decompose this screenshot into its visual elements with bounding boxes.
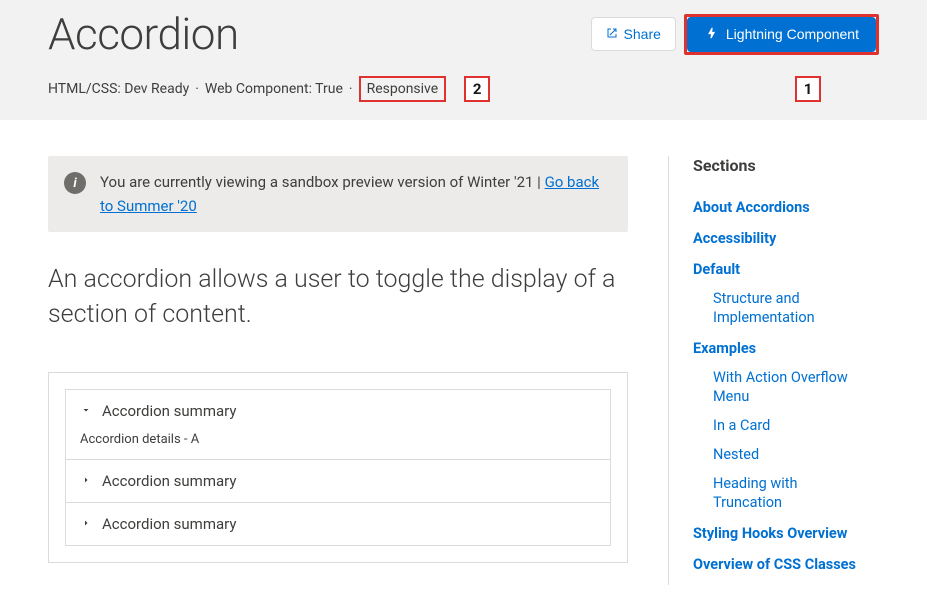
sidebar-title: Sections [693, 156, 868, 175]
sandbox-notice: i You are currently viewing a sandbox pr… [48, 156, 628, 232]
lightning-component-button[interactable]: Lightning Component [687, 17, 876, 52]
nav-accessibility[interactable]: Accessibility [693, 230, 776, 247]
nav-about-accordions[interactable]: About Accordions [693, 199, 810, 216]
accordion-header[interactable]: Accordion summary [66, 460, 610, 502]
chevron-right-icon [80, 515, 92, 533]
meta-responsive: Responsive [359, 76, 447, 102]
accordion-item: Accordion summary [65, 459, 611, 502]
accordion-example: Accordion summary Accordion details - A … [48, 372, 628, 563]
annotation-number-2: 2 [464, 76, 490, 102]
header-meta: HTML/CSS: Dev Ready · Web Component: Tru… [48, 76, 879, 102]
separator-dot: · [349, 81, 353, 97]
accordion-summary-label: Accordion summary [102, 472, 236, 490]
nav-in-a-card[interactable]: In a Card [713, 417, 770, 434]
page-title: Accordion [48, 8, 239, 60]
intro-description: An accordion allows a user to toggle the… [48, 262, 628, 332]
meta-web-component: Web Component: True [205, 81, 343, 97]
share-button[interactable]: Share [591, 17, 676, 51]
annotation-highlight-1: Lightning Component [684, 14, 879, 55]
lightning-button-label: Lightning Component [726, 26, 859, 42]
accordion-body: Accordion details - A [66, 432, 610, 459]
accordion-item: Accordion summary Accordion details - A [65, 389, 611, 459]
lightning-icon [704, 26, 718, 43]
nav-examples[interactable]: Examples [693, 340, 756, 357]
nav-styling-hooks[interactable]: Styling Hooks Overview [693, 525, 847, 542]
accordion-item: Accordion summary [65, 502, 611, 546]
nav-default[interactable]: Default [693, 261, 740, 278]
chevron-down-icon [80, 402, 92, 420]
separator-dot: · [195, 81, 199, 97]
accordion-summary-label: Accordion summary [102, 515, 236, 533]
notice-text: You are currently viewing a sandbox prev… [100, 170, 612, 218]
nav-action-overflow[interactable]: With Action Overflow Menu [713, 369, 848, 405]
header-actions: Share Lightning Component [591, 14, 879, 55]
nav-structure-implementation[interactable]: Structure and Implementation [713, 290, 815, 326]
info-icon: i [64, 172, 86, 194]
chevron-right-icon [80, 472, 92, 490]
accordion-summary-label: Accordion summary [102, 402, 236, 420]
meta-html-css: HTML/CSS: Dev Ready [48, 81, 189, 97]
nav-heading-truncation[interactable]: Heading with Truncation [713, 475, 798, 511]
nav-nested[interactable]: Nested [713, 446, 759, 463]
sections-sidebar: Sections About Accordions Accessibility … [668, 156, 868, 585]
accordion-header[interactable]: Accordion summary [66, 390, 610, 432]
page-header: Accordion Share Lightning Component [0, 0, 927, 120]
main-content: i You are currently viewing a sandbox pr… [48, 156, 628, 585]
sections-nav: About Accordions Accessibility Default S… [693, 197, 868, 573]
annotation-number-1: 1 [795, 76, 821, 102]
notice-prefix: You are currently viewing a sandbox prev… [100, 173, 545, 191]
share-button-label: Share [624, 26, 661, 42]
accordion-header[interactable]: Accordion summary [66, 503, 610, 545]
nav-css-classes[interactable]: Overview of CSS Classes [693, 556, 856, 573]
share-icon [606, 26, 618, 42]
